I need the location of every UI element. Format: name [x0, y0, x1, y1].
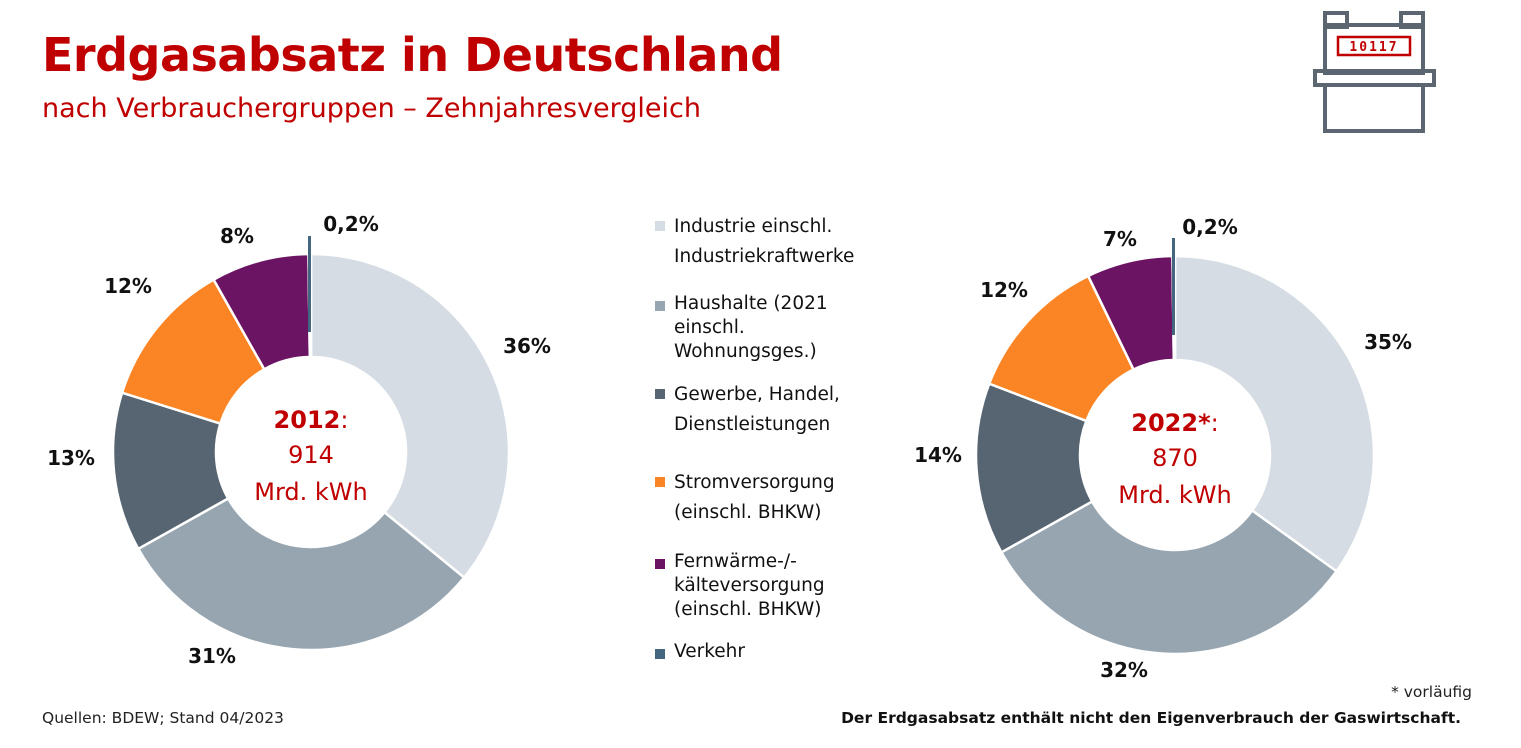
gas-meter-icon: 10117 [1313, 11, 1436, 133]
legend-swatch [655, 389, 665, 399]
data-label-2022-fernwaerme: 7% [1103, 227, 1137, 251]
legend-label: Gewerbe, Handel, Dienstleistungen [674, 384, 840, 435]
center-value-2022: 870 [1152, 444, 1198, 472]
legend-item-verkehr: Verkehr [655, 640, 745, 664]
legend-item-strom: Stromversorgung (einschl. BHKW) [655, 468, 835, 528]
data-label-2022-gewerbe: 14% [914, 443, 962, 467]
donut-chart-2022: 35% 32% 14% 12% 7% 0,2% 2022*: 870 Mrd. kWh [914, 215, 1412, 682]
data-label-2012-industrie: 36% [503, 334, 551, 358]
data-label-2022-industrie: 35% [1364, 330, 1412, 354]
center-year-2012: 2012: [274, 406, 349, 434]
legend-item-fernwaerme: Fernwärme-/- kälteversorgung (einschl. B… [655, 550, 825, 622]
center-unit-2022: Mrd. kWh [1118, 481, 1231, 509]
data-label-2012-haushalte: 31% [188, 644, 236, 668]
slice-2022-industrie [1173, 254, 1376, 574]
legend-swatch [655, 559, 665, 569]
legend-item-haushalte: Haushalte (2021 einschl. Wohnungsges.) [655, 292, 828, 364]
data-label-2022-haushalte: 32% [1100, 658, 1148, 682]
center-value-2012: 914 [288, 441, 334, 469]
page-title: Erdgasabsatz in Deutschland [42, 28, 783, 82]
legend-label: Stromversorgung (einschl. BHKW) [674, 472, 835, 523]
data-label-2022-verkehr: 0,2% [1182, 215, 1237, 239]
page-subtitle: nach Verbrauchergruppen – Zehnjahresverg… [42, 93, 701, 124]
center-year-2022: 2022*: [1131, 409, 1218, 437]
meter-reading: 10117 [1349, 40, 1398, 55]
data-label-2012-strom: 12% [104, 274, 152, 298]
legend-label: Fernwärme-/- kälteversorgung (einschl. B… [674, 551, 825, 620]
disclaimer-note: Der Erdgasabsatz enthält nicht den Eigen… [841, 709, 1461, 727]
legend-swatch [655, 221, 665, 231]
legend-swatch [655, 649, 665, 659]
legend-swatch [655, 301, 665, 311]
legend-label: Haushalte (2021 einschl. Wohnungsges.) [674, 293, 828, 362]
data-label-2012-fernwaerme: 8% [220, 224, 254, 248]
legend-label: Verkehr [674, 641, 745, 662]
data-label-2012-gewerbe: 13% [47, 446, 95, 470]
legend-label: Industrie einschl. Industriekraftwerke [674, 216, 855, 267]
slice-2012-haushalte [136, 496, 466, 652]
data-label-2012-verkehr: 0,2% [323, 212, 378, 236]
legend-swatch [655, 477, 665, 487]
slice-2022-haushalte [999, 499, 1339, 656]
data-label-2022-strom: 12% [980, 278, 1028, 302]
center-unit-2012: Mrd. kWh [254, 478, 367, 506]
donut-chart-2012: 36% 31% 13% 12% 8% 0,2% 2012: 914 Mrd. kWh [47, 212, 551, 668]
legend-item-gewerbe: Gewerbe, Handel, Dienstleistungen [655, 380, 840, 440]
legend-item-industrie: Industrie einschl. Industriekraftwerke [655, 212, 854, 272]
source-note: Quellen: BDEW; Stand 04/2023 [42, 709, 284, 727]
slice-2012-industrie [309, 252, 511, 580]
preliminary-footnote: * vorläufig [1391, 683, 1472, 701]
